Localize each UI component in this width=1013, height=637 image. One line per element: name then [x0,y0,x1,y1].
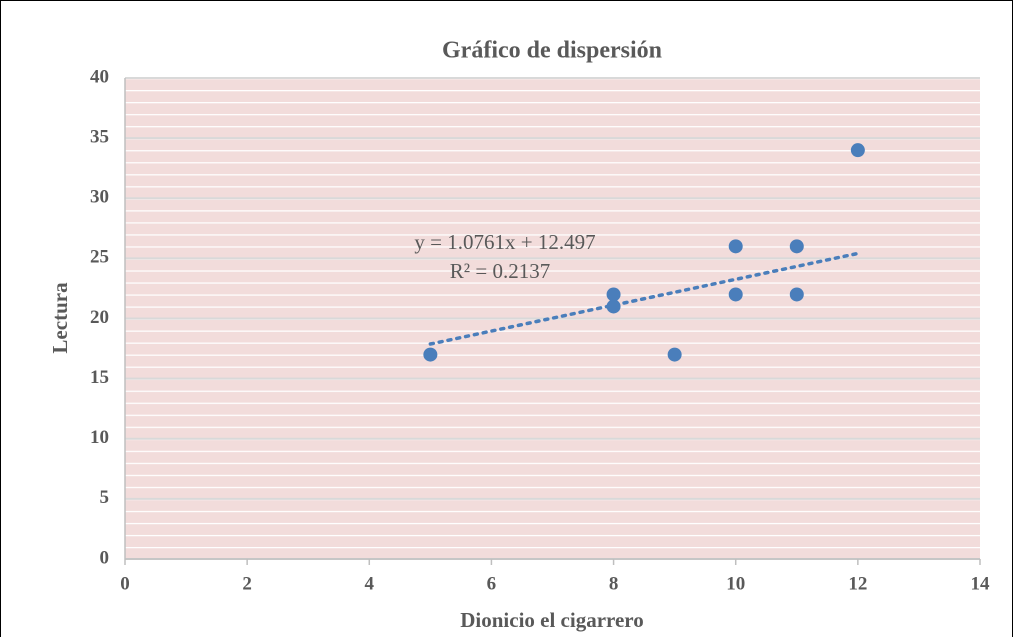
trendline-r2: R² = 0.2137 [450,259,550,283]
trendline [428,251,860,346]
trendline-equation: y = 1.0761x + 12.497 [414,230,595,254]
y-tick-label: 20 [90,307,109,328]
y-tick-label: 40 [90,66,109,87]
x-tick-label: 12 [848,573,867,594]
point [789,239,804,254]
point [789,287,804,302]
x-tick-label: 14 [971,573,991,594]
point [667,347,682,362]
point [606,287,621,302]
x-tick-label: 6 [487,573,497,594]
y-tick-label: 25 [90,247,109,268]
point [423,347,438,362]
point [850,143,865,158]
x-tick-label: 2 [242,573,252,594]
x-tick-label: 10 [726,573,745,594]
x-tick-label: 4 [365,573,375,594]
y-tick-label: 5 [100,487,110,508]
x-axis-label: Dionicio el cigarrero [460,608,644,632]
y-tick-label: 10 [90,427,109,448]
point [728,287,743,302]
chart-title: Gráfico de dispersión [442,38,662,64]
y-tick-label: 15 [90,367,109,388]
point [606,299,621,314]
x-tick-label: 0 [120,573,130,594]
y-tick-label: 35 [90,126,109,147]
point [728,239,743,254]
y-axis-label: Lectura [48,282,72,354]
y-tick-label: 0 [100,547,110,568]
y-tick-label: 30 [90,187,109,208]
x-tick-label: 8 [609,573,619,594]
